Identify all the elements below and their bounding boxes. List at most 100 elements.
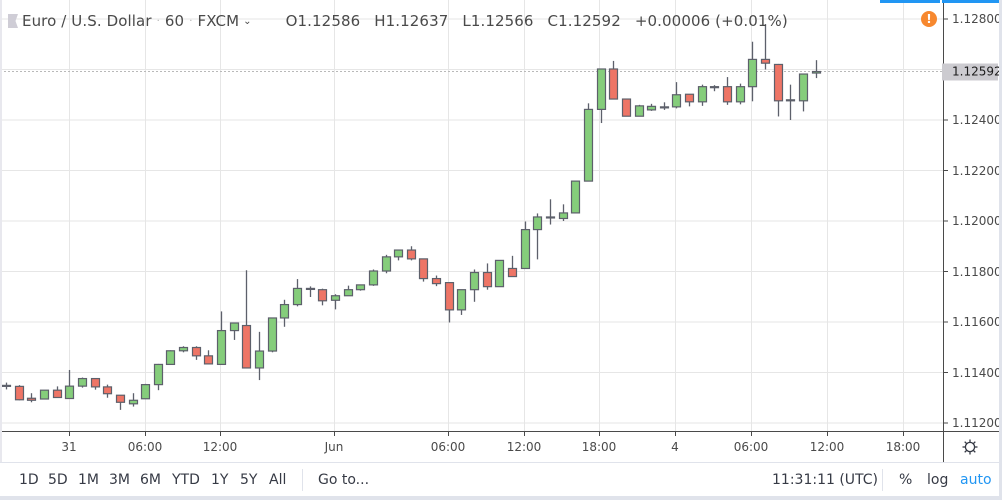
candle[interactable] [77,377,88,388]
price-tick-label: 1.11200 [952,416,1002,430]
symbol-legend[interactable]: Euro / U.S. Dollar · 60 · FXCM ⌄ O1.1258… [8,10,788,32]
candle[interactable] [811,60,822,79]
candle[interactable] [14,385,25,401]
candle[interactable] [532,213,543,260]
divider [302,469,303,491]
close-value: C1.12592 [547,12,621,30]
candle[interactable] [128,393,139,407]
candle[interactable] [165,350,176,366]
time-tick-label: 4 [671,440,679,454]
candle[interactable] [279,299,290,327]
candle[interactable] [254,331,265,381]
candle[interactable] [140,383,151,400]
candle[interactable] [520,221,531,270]
candle[interactable] [229,322,240,340]
time-tick-label: 12:00 [506,440,542,454]
candle[interactable] [596,68,607,124]
candle[interactable] [773,63,784,117]
candle[interactable] [381,254,392,274]
candle[interactable] [583,103,594,182]
candle[interactable] [634,104,645,117]
settings-gear-icon[interactable] [961,438,979,456]
candle[interactable] [406,246,417,261]
auto-scale-toggle[interactable]: auto [960,472,992,488]
candle[interactable] [646,103,657,111]
candle[interactable] [216,311,227,366]
candle[interactable] [418,258,429,282]
log-scale-toggle[interactable]: log [927,472,949,488]
candle[interactable] [317,288,328,306]
range-5d-button[interactable]: 5D [48,472,68,488]
range-ytd-button[interactable]: YTD [172,472,200,488]
utc-clock[interactable]: 11:31:11 (UTC) [772,472,879,488]
candle[interactable] [697,84,708,106]
candle[interactable] [735,83,746,105]
candle[interactable] [52,386,63,399]
high-value: H1.12637 [374,12,449,30]
candle[interactable] [431,275,442,287]
candle[interactable] [709,85,720,92]
candle[interactable] [241,270,252,369]
candle[interactable] [102,384,113,398]
candle[interactable] [747,41,758,102]
candle[interactable] [456,289,467,315]
range-1y-button[interactable]: 1Y [211,472,229,488]
chevron-down-icon[interactable]: ⌄ [243,15,252,27]
range-1m-button[interactable]: 1M [78,472,99,488]
candle[interactable] [178,346,189,353]
range-5y-button[interactable]: 5Y [240,472,258,488]
candle[interactable] [760,24,771,70]
price-tick-label: 1.11800 [952,264,1002,279]
warning-icon[interactable]: ! [921,11,937,27]
candle[interactable] [90,377,101,390]
candle[interactable] [343,285,354,297]
candle[interactable] [785,84,796,120]
top-accent-gap [940,0,942,3]
candle[interactable] [671,82,682,109]
candle[interactable] [115,394,126,410]
candle[interactable] [570,180,581,214]
candle[interactable] [292,279,303,307]
candle[interactable] [469,269,480,302]
candle[interactable] [393,249,404,261]
interval[interactable]: 60 [164,12,185,30]
flag-icon [8,14,18,28]
candle[interactable] [684,93,695,107]
candle[interactable] [608,60,619,100]
exchange[interactable]: FXCM [197,12,240,30]
candle[interactable] [355,284,366,291]
goto-button[interactable]: Go to... [318,472,370,488]
candle[interactable] [26,393,37,403]
candle[interactable] [64,369,75,400]
symbol-name[interactable]: Euro / U.S. Dollar [22,12,152,30]
chart-canvas[interactable] [0,0,1002,462]
candle[interactable] [621,98,632,117]
candle[interactable] [330,294,341,310]
percent-scale-toggle[interactable]: % [899,472,913,488]
candle[interactable] [659,102,670,110]
candle[interactable] [722,77,733,105]
low-value: L1.12566 [462,12,534,30]
candle[interactable] [1,382,12,390]
candle[interactable] [203,350,214,365]
candle[interactable] [507,255,518,278]
range-6m-button[interactable]: 6M [140,472,161,488]
candle[interactable] [482,263,493,290]
candle[interactable] [798,73,809,112]
time-tick-label: 06:00 [430,440,466,454]
price-tick-label: 1.12200 [952,163,1002,178]
candle[interactable] [558,204,569,221]
range-1d-button[interactable]: 1D [19,472,39,488]
candle[interactable] [494,259,505,288]
time-tick-label: 06:00 [733,440,769,454]
range-3m-button[interactable]: 3M [109,472,130,488]
candle[interactable] [191,346,202,360]
range-all-button[interactable]: All [269,472,287,488]
candle[interactable] [153,363,164,391]
candle[interactable] [305,286,316,298]
candle[interactable] [267,317,278,353]
candle[interactable] [545,199,556,225]
candle[interactable] [444,282,455,323]
candle[interactable] [368,269,379,286]
candle[interactable] [39,389,50,400]
